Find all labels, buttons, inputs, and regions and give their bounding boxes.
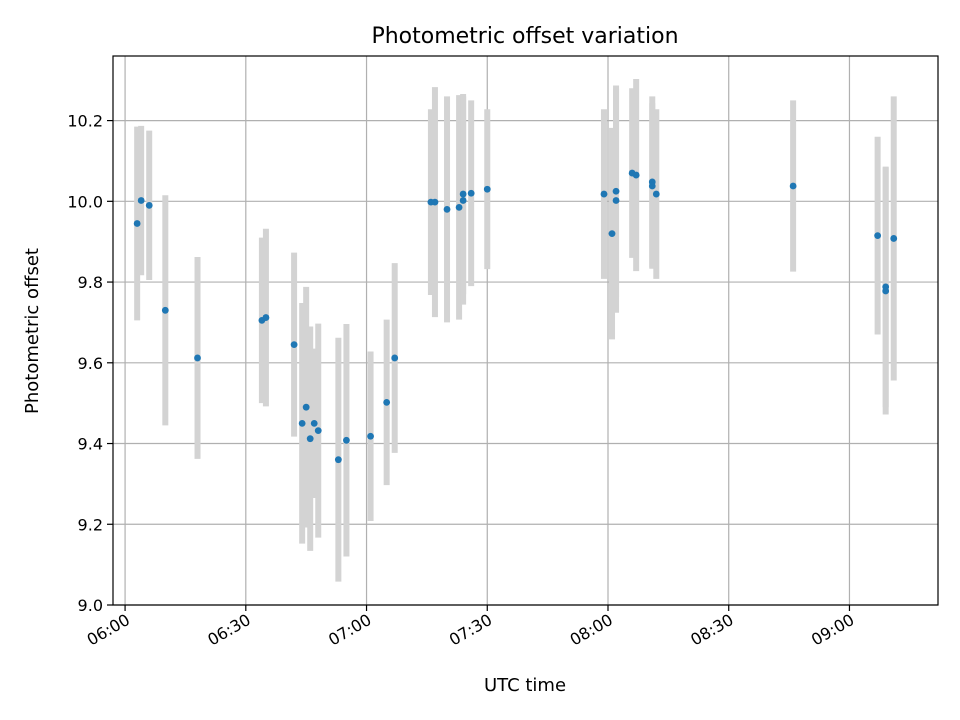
data-point <box>608 230 616 238</box>
plot-frame <box>112 55 939 606</box>
chart-title: Photometric offset variation <box>371 24 678 49</box>
data-point <box>648 182 656 190</box>
y-tick-label: 9.2 <box>78 515 103 534</box>
data-point <box>882 287 890 295</box>
x-axis-ticks: 06:00 06:30 07:00 07:30 08:00 08:30 09:00 <box>84 605 857 650</box>
data-point <box>443 205 451 213</box>
x-axis-label: UTC time <box>484 675 566 696</box>
data-point <box>391 354 399 362</box>
data-point <box>459 197 467 204</box>
y-axis-label: Photometric offset <box>22 248 43 414</box>
data-point <box>137 197 145 204</box>
data-point <box>467 189 475 197</box>
data-point <box>161 306 169 314</box>
data-point <box>145 201 153 209</box>
x-tick-label: 06:00 <box>84 610 133 650</box>
data-point <box>874 232 882 240</box>
grid <box>113 56 938 606</box>
data-point <box>290 341 298 349</box>
x-tick-label: 08:00 <box>567 610 616 650</box>
data-point <box>302 403 310 411</box>
data-point <box>612 197 620 204</box>
data-point <box>334 456 342 464</box>
y-tick-label: 9.0 <box>78 596 103 615</box>
x-tick-label: 09:00 <box>808 610 857 650</box>
data-point <box>455 203 463 211</box>
data-point <box>310 419 318 427</box>
data-point <box>483 185 491 193</box>
data-point <box>632 171 640 179</box>
y-tick-label: 9.6 <box>78 354 103 373</box>
y-axis-ticks: 9.0 9.2 9.4 9.6 9.8 10.0 10.2 <box>67 112 113 615</box>
data-point <box>133 220 141 227</box>
data-point <box>431 198 439 206</box>
data-point <box>600 190 608 198</box>
data-point <box>459 190 467 198</box>
data-point <box>612 187 620 195</box>
y-tick-label: 9.8 <box>78 273 103 292</box>
data-point <box>383 398 391 406</box>
y-tick-label: 10.0 <box>67 192 103 211</box>
data-point <box>789 182 797 190</box>
data-points <box>133 169 898 464</box>
data-point <box>314 427 322 435</box>
data-point <box>652 190 660 198</box>
x-tick-label: 07:30 <box>446 610 495 650</box>
data-point <box>890 235 898 242</box>
errorbars <box>134 79 897 582</box>
y-tick-label: 9.4 <box>78 435 103 454</box>
y-tick-label: 10.2 <box>67 112 103 131</box>
x-tick-label: 07:00 <box>325 610 374 650</box>
data-point <box>298 419 306 427</box>
x-tick-label: 06:30 <box>204 610 253 650</box>
x-tick-label: 08:30 <box>687 610 736 650</box>
data-point <box>262 314 270 321</box>
data-point <box>343 436 350 444</box>
data-point <box>367 432 374 440</box>
data-point <box>306 435 314 443</box>
data-point <box>194 354 201 362</box>
